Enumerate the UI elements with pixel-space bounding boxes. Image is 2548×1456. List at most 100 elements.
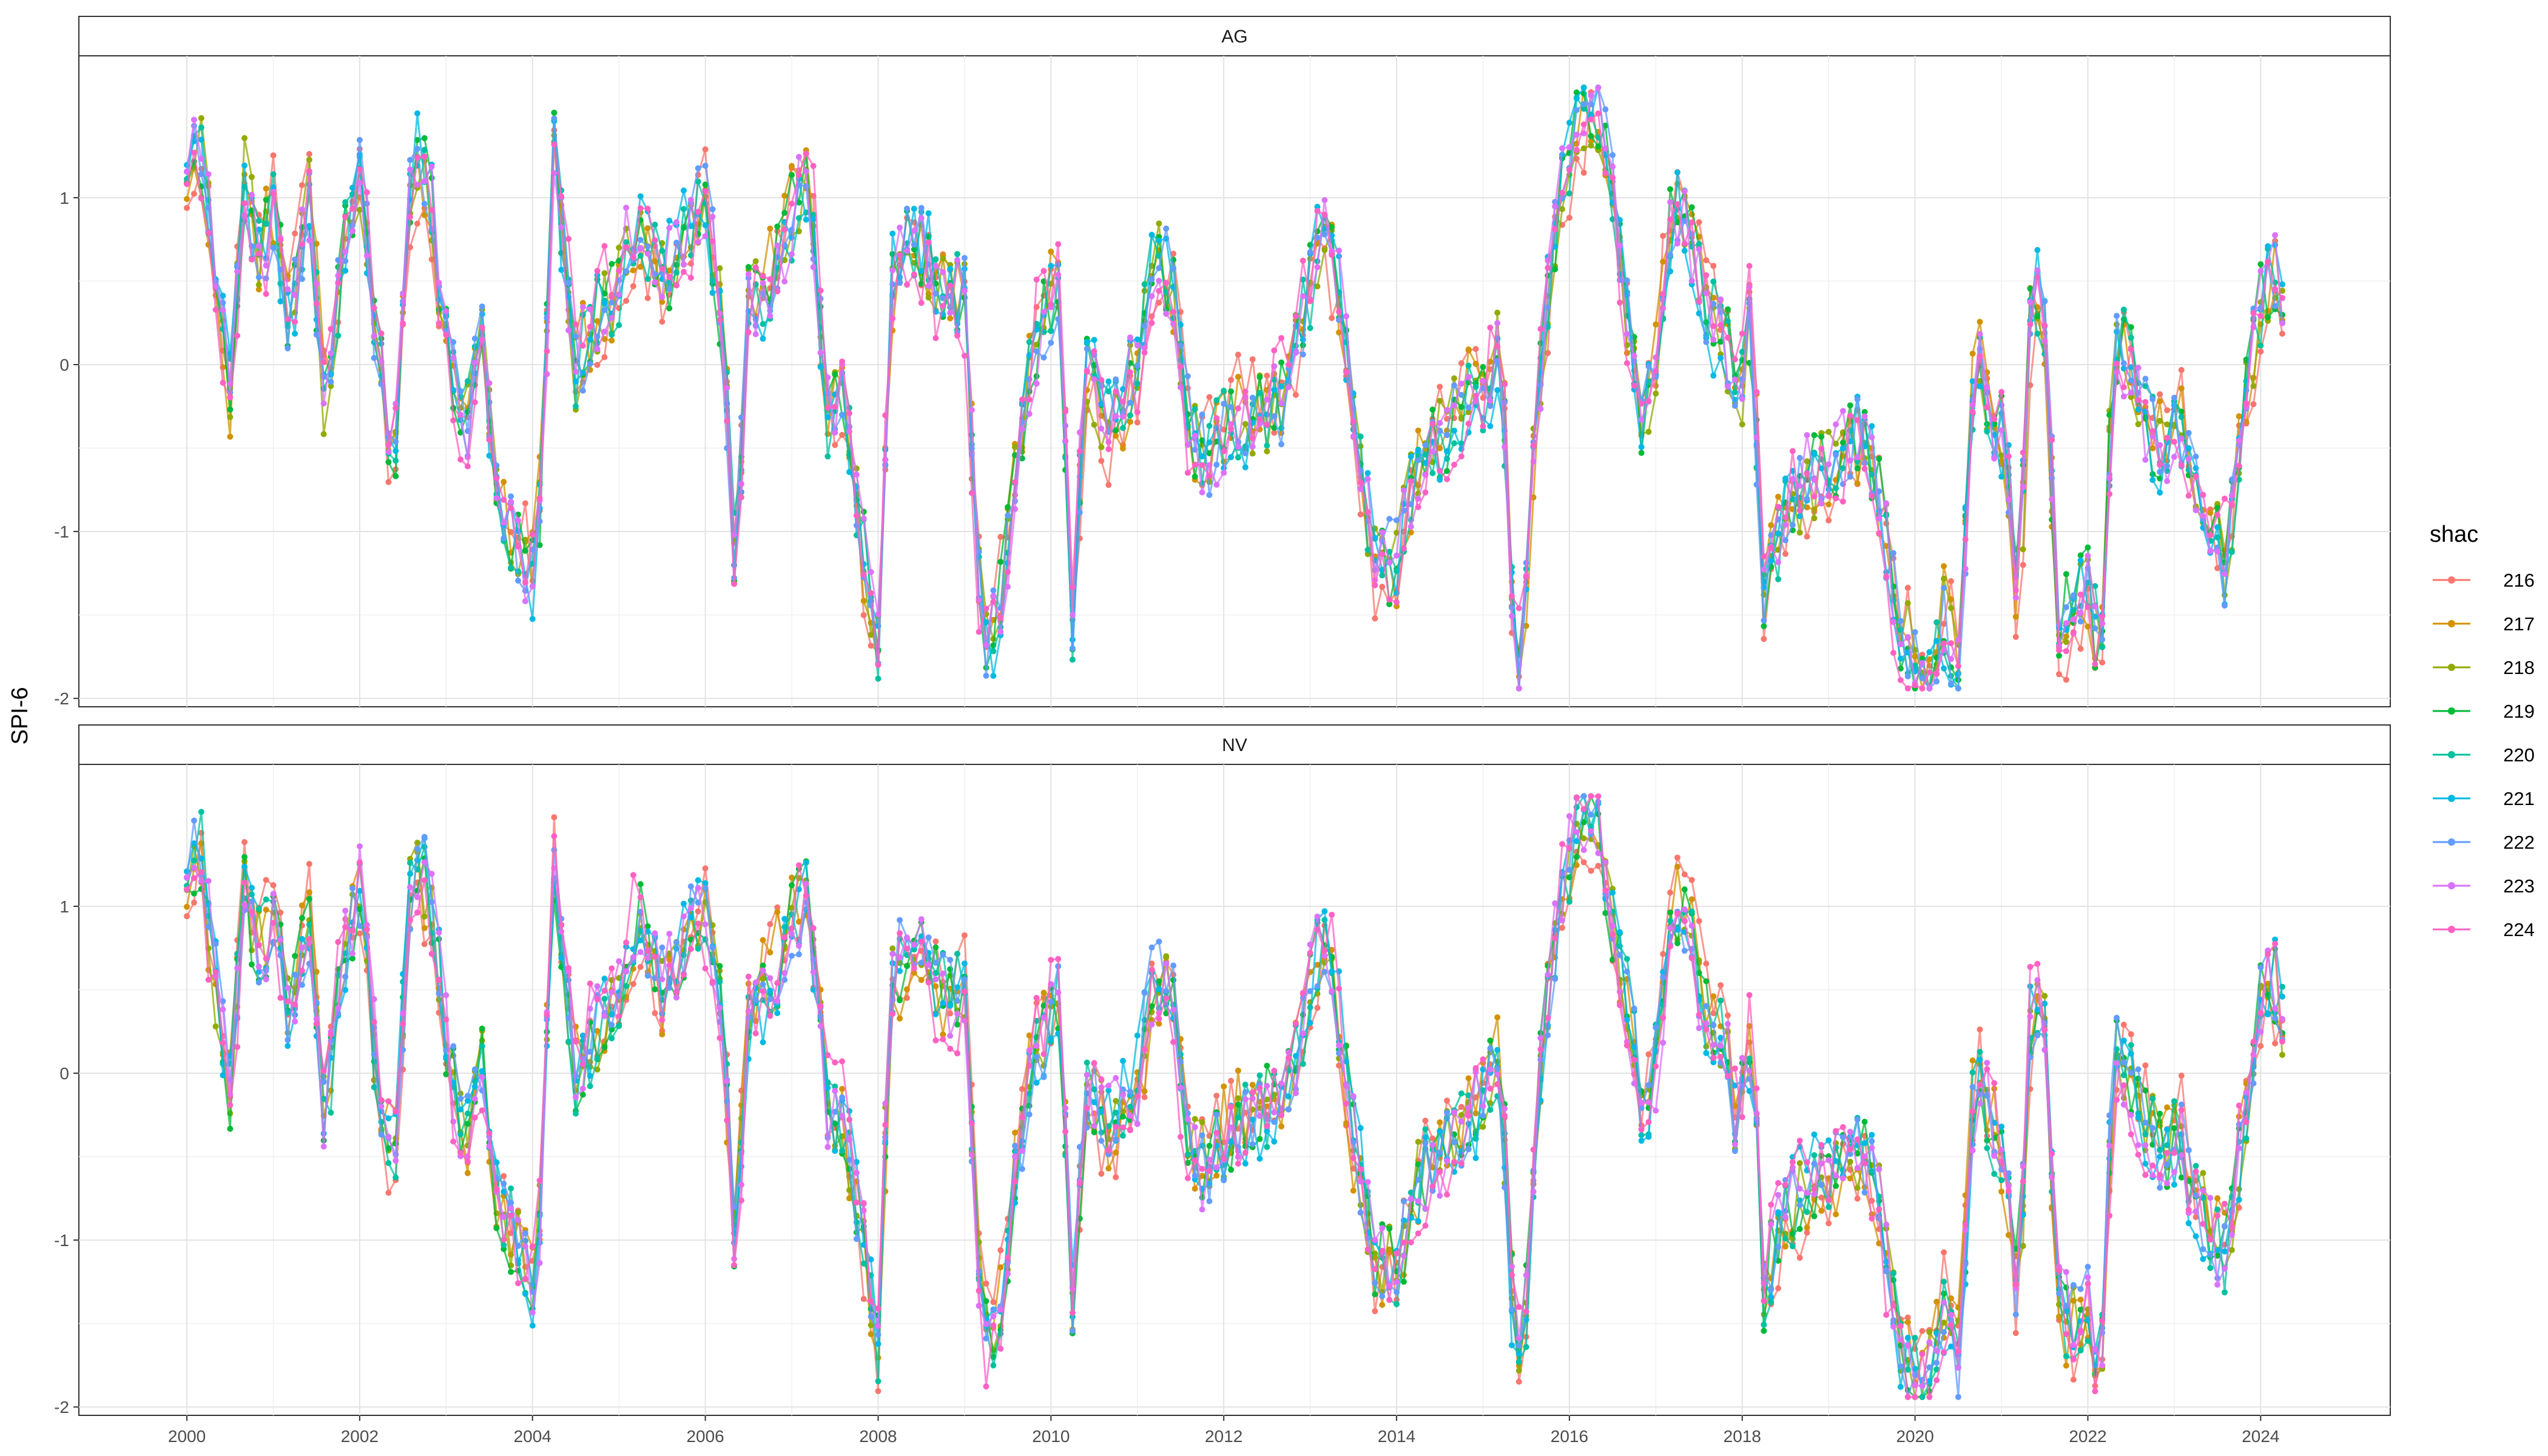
data-point [1703,960,1710,967]
data-point [342,214,349,220]
data-point [198,809,204,815]
data-point [760,280,766,286]
data-point [457,1131,464,1138]
data-point [1861,413,1868,420]
data-point [1739,349,1745,355]
data-point [1977,331,1983,337]
data-point [767,312,774,319]
data-point [623,983,630,989]
data-point [774,223,781,230]
data-point [1825,1137,1832,1144]
data-point [1278,359,1285,366]
data-point [623,239,630,246]
data-point [1437,420,1443,426]
data-point [1256,1136,1263,1142]
data-point [1127,419,1133,425]
data-point [1429,1135,1436,1142]
data-point [2157,462,2163,468]
data-point [1026,339,1033,345]
data-point [1407,524,1414,530]
data-point [1941,1249,1947,1256]
data-point [1674,240,1680,247]
data-point [2257,1043,2264,1050]
data-point [2157,398,2163,405]
data-point [659,944,666,951]
data-point [1069,1327,1076,1334]
data-point [363,252,370,259]
data-point [789,952,795,959]
data-point [1768,522,1774,528]
data-point [385,1190,392,1196]
data-point [846,410,852,417]
data-point [2236,462,2242,469]
data-point [666,286,673,292]
data-point [1796,483,1803,489]
data-point [2157,442,2163,448]
data-point [1717,296,1724,303]
data-point [270,171,277,178]
data-point [2185,1220,2192,1227]
data-point [1796,1202,1803,1208]
data-point [1148,1003,1155,1009]
data-point [1465,409,1472,416]
data-point [2243,400,2250,406]
data-point [1681,188,1688,195]
data-point [1033,1054,1040,1060]
data-point [2265,243,2271,249]
data-point [1271,347,1278,354]
data-point [227,433,234,440]
data-point [457,456,464,463]
data-point [1761,623,1767,630]
data-point [1998,1188,2005,1195]
data-point [2157,391,2163,397]
data-point [1609,163,1616,170]
data-point [1400,1198,1407,1205]
data-point [1883,543,1890,550]
data-point [508,1185,514,1191]
data-point [508,564,514,571]
data-point [1580,859,1587,866]
data-point [1509,613,1515,619]
data-point [421,913,428,920]
data-point [1249,1082,1256,1088]
data-point [1242,1089,1249,1096]
data-point [1437,1128,1443,1135]
data-point [990,593,997,599]
data-point [493,1225,500,1232]
data-point [1515,1343,1522,1349]
data-point [1292,1053,1299,1059]
data-point [1588,142,1594,149]
data-point [1191,473,1198,480]
data-point [1221,448,1227,454]
data-point [1148,293,1155,300]
data-point [1761,1321,1767,1328]
data-point [1386,601,1393,607]
data-point [500,1173,507,1179]
data-point [1559,145,1565,152]
data-point [1213,397,1220,403]
data-point [968,490,975,496]
data-point [1998,473,2005,480]
data-point [918,204,925,211]
data-point [1580,84,1587,91]
data-point [1156,277,1162,284]
data-point [2034,331,2041,337]
data-point [1638,443,1645,450]
data-point [1191,1116,1198,1122]
data-point [745,329,752,335]
data-point [1191,1185,1198,1192]
data-point [839,1094,846,1100]
data-point [1904,1366,1911,1373]
data-point [644,954,651,961]
data-point [1811,493,1818,500]
data-point [1350,1093,1357,1099]
data-point [767,921,774,928]
data-point [1098,1170,1105,1177]
data-point [716,317,723,323]
data-point [515,1209,521,1216]
data-point [1228,425,1235,432]
data-point [767,987,774,994]
data-point [1617,929,1623,935]
data-point [1372,582,1378,588]
data-point [911,246,917,252]
